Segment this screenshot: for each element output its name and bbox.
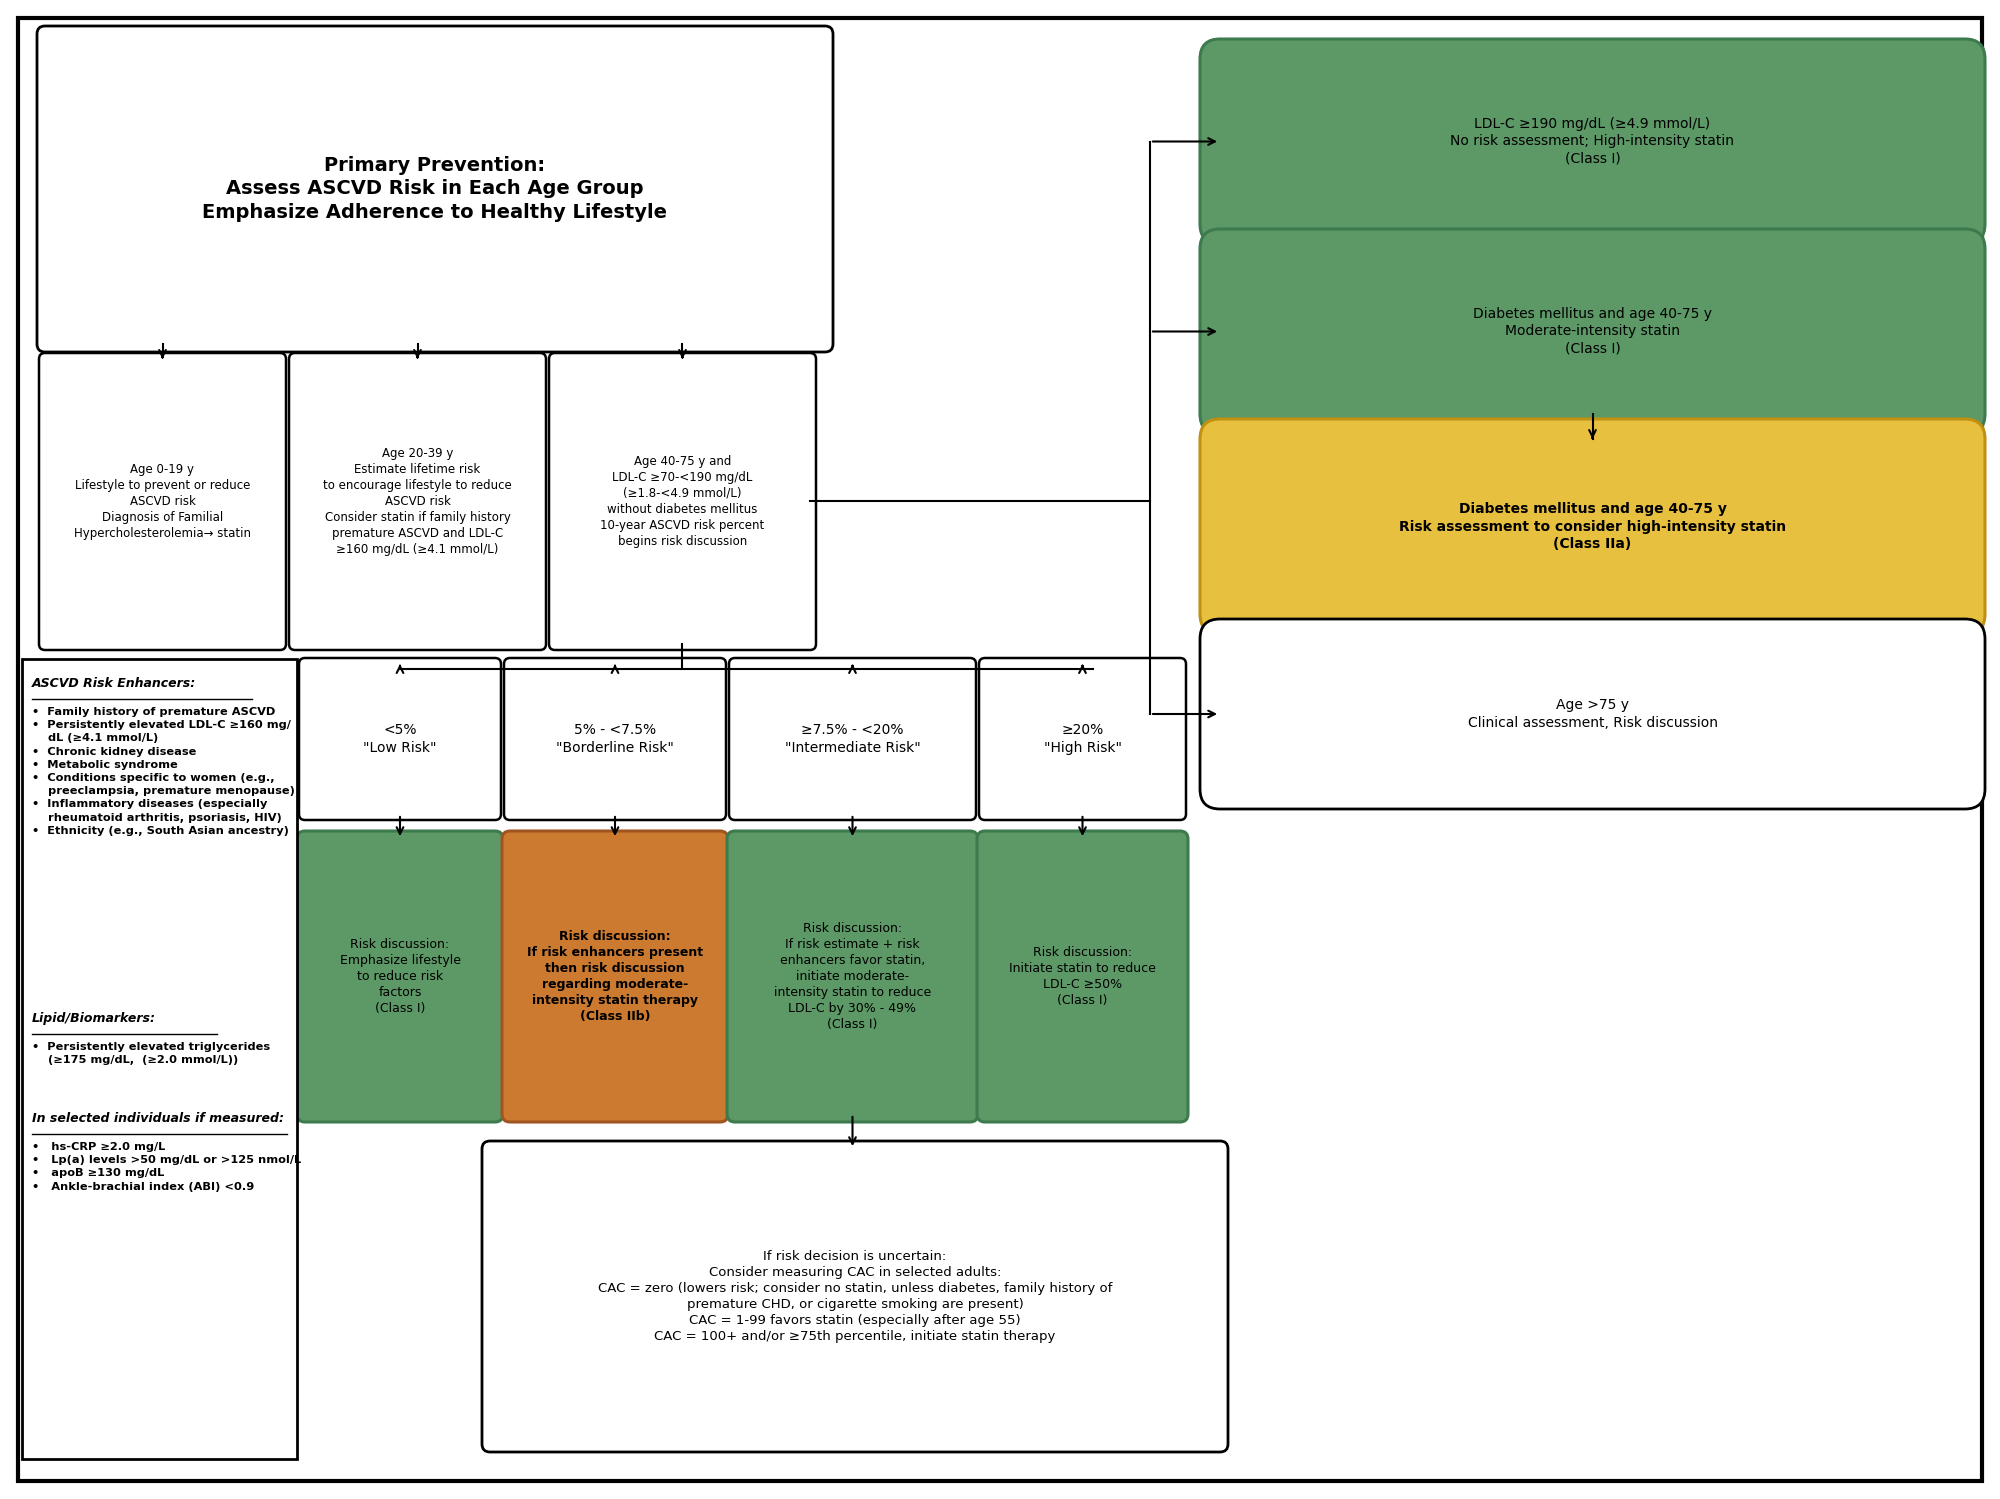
FancyBboxPatch shape bbox=[502, 830, 728, 1121]
Text: LDL-C ≥190 mg/dL (≥4.9 mmol/L)
No risk assessment; High-intensity statin
(Class : LDL-C ≥190 mg/dL (≥4.9 mmol/L) No risk a… bbox=[1450, 117, 1734, 166]
Text: 5% - <7.5%
"Borderline Risk": 5% - <7.5% "Borderline Risk" bbox=[556, 724, 674, 754]
FancyBboxPatch shape bbox=[978, 658, 1186, 820]
Text: Age 40-75 y and
LDL-C ≥70-<190 mg/dL
(≥1.8-<4.9 mmol/L)
without diabetes mellitu: Age 40-75 y and LDL-C ≥70-<190 mg/dL (≥1… bbox=[600, 456, 764, 549]
Text: <5%
"Low Risk": <5% "Low Risk" bbox=[364, 724, 436, 754]
Text: Risk discussion:
If risk estimate + risk
enhancers favor statin,
initiate modera: Risk discussion: If risk estimate + risk… bbox=[774, 922, 932, 1031]
FancyBboxPatch shape bbox=[18, 18, 1982, 1481]
Text: Diabetes mellitus and age 40-75 y
Moderate-intensity statin
(Class I): Diabetes mellitus and age 40-75 y Modera… bbox=[1472, 307, 1712, 355]
Text: If risk decision is uncertain:
Consider measuring CAC in selected adults:
CAC = : If risk decision is uncertain: Consider … bbox=[598, 1250, 1112, 1343]
FancyBboxPatch shape bbox=[22, 660, 296, 1459]
FancyBboxPatch shape bbox=[296, 830, 504, 1121]
FancyBboxPatch shape bbox=[976, 830, 1188, 1121]
Text: •  Persistently elevated triglycerides
    (≥175 mg/dL,  (≥2.0 mmol/L)): • Persistently elevated triglycerides (≥… bbox=[32, 1042, 270, 1066]
Text: Lipid/Biomarkers:: Lipid/Biomarkers: bbox=[32, 1012, 156, 1025]
FancyBboxPatch shape bbox=[728, 830, 978, 1121]
FancyBboxPatch shape bbox=[1200, 39, 1986, 244]
Text: Diabetes mellitus and age 40-75 y
Risk assessment to consider high-intensity sta: Diabetes mellitus and age 40-75 y Risk a… bbox=[1398, 502, 1786, 550]
FancyBboxPatch shape bbox=[36, 25, 832, 352]
Text: In selected individuals if measured:: In selected individuals if measured: bbox=[32, 1112, 284, 1126]
FancyBboxPatch shape bbox=[504, 658, 726, 820]
FancyBboxPatch shape bbox=[300, 658, 500, 820]
FancyBboxPatch shape bbox=[548, 352, 816, 651]
FancyBboxPatch shape bbox=[1200, 229, 1986, 435]
Text: Age >75 y
Clinical assessment, Risk discussion: Age >75 y Clinical assessment, Risk disc… bbox=[1468, 699, 1718, 730]
Text: Risk discussion:
Emphasize lifestyle
to reduce risk
factors
(Class I): Risk discussion: Emphasize lifestyle to … bbox=[340, 938, 460, 1015]
Text: Primary Prevention:
Assess ASCVD Risk in Each Age Group
Emphasize Adherence to H: Primary Prevention: Assess ASCVD Risk in… bbox=[202, 156, 668, 222]
Text: ASCVD Risk Enhancers:: ASCVD Risk Enhancers: bbox=[32, 678, 196, 690]
Text: ≥7.5% - <20%
"Intermediate Risk": ≥7.5% - <20% "Intermediate Risk" bbox=[784, 724, 920, 754]
FancyBboxPatch shape bbox=[1200, 619, 1986, 809]
Text: •   hs-CRP ≥2.0 mg/L
•   Lp(a) levels >50 mg/dL or >125 nmol/L
•   apoB ≥130 mg/: • hs-CRP ≥2.0 mg/L • Lp(a) levels >50 mg… bbox=[32, 1142, 302, 1192]
Text: Risk discussion:
If risk enhancers present
then risk discussion
regarding modera: Risk discussion: If risk enhancers prese… bbox=[526, 929, 704, 1022]
Text: Age 0-19 y
Lifestyle to prevent or reduce
ASCVD risk
Diagnosis of Familial
Hyper: Age 0-19 y Lifestyle to prevent or reduc… bbox=[74, 463, 252, 540]
Text: ≥20%
"High Risk": ≥20% "High Risk" bbox=[1044, 724, 1122, 754]
Text: Risk discussion:
Initiate statin to reduce
LDL-C ≥50%
(Class I): Risk discussion: Initiate statin to redu… bbox=[1010, 946, 1156, 1007]
FancyBboxPatch shape bbox=[40, 352, 286, 651]
FancyBboxPatch shape bbox=[482, 1141, 1228, 1453]
FancyBboxPatch shape bbox=[1200, 420, 1986, 634]
Text: Age 20-39 y
Estimate lifetime risk
to encourage lifestyle to reduce
ASCVD risk
C: Age 20-39 y Estimate lifetime risk to en… bbox=[324, 447, 512, 556]
Text: •  Family history of premature ASCVD
•  Persistently elevated LDL-C ≥160 mg/
   : • Family history of premature ASCVD • Pe… bbox=[32, 708, 294, 836]
FancyBboxPatch shape bbox=[728, 658, 976, 820]
FancyBboxPatch shape bbox=[288, 352, 546, 651]
